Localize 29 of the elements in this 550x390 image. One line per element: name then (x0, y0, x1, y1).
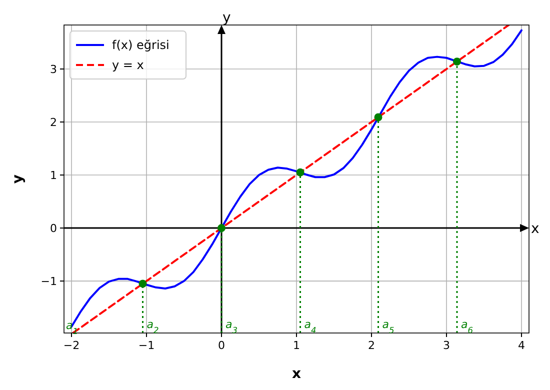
annotation: a$_{6}$ (461, 318, 473, 335)
x-tick-label: −1 (138, 339, 155, 352)
annotation: y (222, 10, 231, 26)
annotation: a$_{2}$ (146, 318, 159, 335)
y-tick-label: −1 (40, 275, 57, 288)
x-tick-label: 3 (443, 339, 450, 352)
point (296, 168, 304, 176)
point (453, 58, 461, 66)
annotation: a$_{5}$ (382, 318, 394, 335)
y-tick-label: 3 (50, 63, 57, 76)
text: x (531, 221, 540, 238)
legend-label: f(x) eğrisi (112, 38, 170, 52)
y-tick-label: 1 (50, 169, 57, 182)
x-axis-title: x (292, 366, 302, 382)
x-tick-label: −2 (63, 339, 80, 352)
x-tick-label: 0 (218, 339, 225, 352)
y-tick-label: 0 (50, 222, 57, 236)
annotation: a$_{1}$ (66, 319, 78, 336)
legend-label: y = x (112, 58, 144, 72)
point (138, 280, 147, 288)
annotation: a$_{4}$ (304, 318, 316, 335)
y-tick-label: 2 (50, 116, 57, 130)
point (374, 113, 382, 122)
point (218, 224, 226, 232)
x-tick-label: 2 (368, 339, 375, 352)
annotation: a$_{3}$ (226, 318, 238, 335)
x-tick-label: 1 (293, 339, 300, 352)
y-axis-title: y (10, 174, 26, 184)
x-tick-label: 4 (518, 339, 525, 352)
